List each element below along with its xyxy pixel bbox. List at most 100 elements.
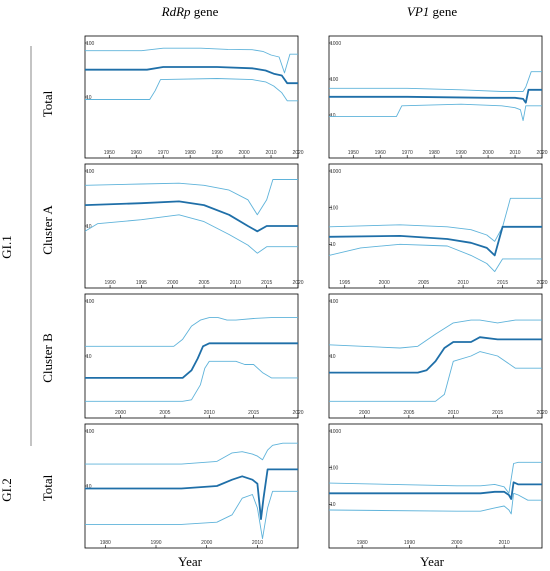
group-label-gi2: GI.2 xyxy=(0,478,14,501)
x-tick-label: 2010 xyxy=(458,280,469,286)
x-tick-label: 1980 xyxy=(429,150,440,156)
x-tick-label: 2010 xyxy=(230,280,241,286)
x-tick-label: 1950 xyxy=(104,150,115,156)
series-line-upper xyxy=(84,179,298,216)
y-tick-label: 10 xyxy=(330,113,336,119)
y-tick-label: 10 xyxy=(330,242,336,248)
x-tick-label: 2005 xyxy=(159,410,170,416)
x-tick-label: 2005 xyxy=(198,280,209,286)
x-tick-label: 1990 xyxy=(456,150,467,156)
x-tick-label: 2010 xyxy=(509,150,520,156)
y-tick-label: 1000 xyxy=(330,169,341,175)
plot-frame xyxy=(328,293,543,419)
x-tick-label: 2020 xyxy=(536,410,547,416)
x-tick-label: 2005 xyxy=(418,280,429,286)
series-line-lower xyxy=(329,351,542,402)
series-line-upper xyxy=(328,319,542,349)
series-line-median xyxy=(85,66,298,85)
series-line-lower xyxy=(328,243,542,273)
series-line-median xyxy=(85,468,298,520)
x-tick-label: 1980 xyxy=(357,540,368,546)
chart-panel-rdrp-cluster-a: 10 100 1990 1995 2000 2005 2010 2015 2020 xyxy=(84,163,304,289)
x-tick-label: 1970 xyxy=(402,150,413,156)
x-tick-label: 2010 xyxy=(204,410,215,416)
series-line-median xyxy=(328,225,542,257)
series-line-upper xyxy=(85,47,298,74)
column-title-rdrp: RdRp gene xyxy=(161,4,219,19)
x-tick-label: 2000 xyxy=(115,410,126,416)
y-tick-label: 100 xyxy=(330,299,339,305)
chart-panel-vp1-gi1-total: 10 100 1000 1950 1960 1970 1980 1990 2000 2010 202… xyxy=(328,35,548,159)
plot-frame xyxy=(84,35,299,159)
y-tick-label: 10 xyxy=(86,354,92,360)
chart-panel-vp1-cluster-a: 10 100 1000 1995 2000 2005 2010 2015 2020 xyxy=(328,163,548,289)
x-tick-label: 1995 xyxy=(339,280,350,286)
x-tick-label: 2020 xyxy=(292,280,303,286)
y-tick-label: 100 xyxy=(330,205,339,211)
y-tick-label: 10 xyxy=(86,95,92,101)
x-tick-label: 2005 xyxy=(403,410,414,416)
x-tick-label: 2015 xyxy=(497,280,508,286)
chart-panel-vp1-gi2-total: 10 100 1000 1980 1990 2000 2010 xyxy=(328,423,543,549)
series-line-median xyxy=(84,200,298,233)
series-line-lower xyxy=(328,492,542,515)
x-tick-label: 1990 xyxy=(404,540,415,546)
x-tick-label: 2000 xyxy=(239,150,250,156)
x-tick-label: 1970 xyxy=(158,150,169,156)
y-tick-label: 100 xyxy=(86,429,95,435)
x-tick-label: 2015 xyxy=(492,410,503,416)
y-tick-label: 100 xyxy=(86,169,95,175)
series-line-upper xyxy=(85,317,298,347)
column-title-vp1: VP1 gene xyxy=(407,4,457,19)
x-tick-label: 2020 xyxy=(536,150,547,156)
x-axis-label-left: Year xyxy=(178,554,203,569)
chart-panel-vp1-cluster-b: 10 100 2000 2005 2010 2015 2020 xyxy=(328,293,548,419)
x-tick-label: 2010 xyxy=(499,540,510,546)
x-tick-label: 1960 xyxy=(375,150,386,156)
series-line-lower xyxy=(84,214,298,254)
y-tick-label: 1000 xyxy=(330,41,341,47)
series-line-median xyxy=(329,88,542,104)
x-tick-label: 1990 xyxy=(212,150,223,156)
x-tick-label: 1950 xyxy=(348,150,359,156)
row-label-total-gi2: Total xyxy=(40,474,55,501)
chart-panel-rdrp-gi1-total: 10 100 1950 1960 1970 1980 1990 2000 2010 2020 xyxy=(84,35,304,159)
x-tick-label: 2000 xyxy=(359,410,370,416)
y-tick-label: 100 xyxy=(86,41,95,47)
x-tick-label: 2010 xyxy=(252,540,263,546)
series-line-lower xyxy=(85,360,298,402)
series-line-upper xyxy=(328,197,542,242)
row-label-cluster-b: Cluster B xyxy=(40,333,55,383)
x-tick-label: 1980 xyxy=(100,540,111,546)
plot-frame xyxy=(328,423,543,549)
series-line-upper xyxy=(328,461,542,494)
series-line-median xyxy=(85,342,298,379)
y-tick-label: 10 xyxy=(86,484,92,490)
x-tick-label: 2000 xyxy=(379,280,390,286)
y-tick-label: 100 xyxy=(330,77,339,83)
y-tick-label: 10 xyxy=(86,224,92,230)
x-tick-label: 2015 xyxy=(261,280,272,286)
row-label-cluster-a: Cluster A xyxy=(40,205,55,255)
x-tick-label: 2010 xyxy=(265,150,276,156)
row-label-total-gi1: Total xyxy=(40,90,55,117)
series-line-upper xyxy=(85,442,298,465)
y-tick-label: 10 xyxy=(330,354,336,360)
series-line-median xyxy=(329,481,542,500)
series-line-lower xyxy=(329,103,542,122)
y-tick-label: 1000 xyxy=(330,429,341,435)
x-tick-label: 2000 xyxy=(451,540,462,546)
series-line-upper xyxy=(329,71,542,92)
x-tick-label: 2010 xyxy=(448,410,459,416)
chart-panel-rdrp-cluster-b: 10 100 2000 2005 2010 2015 2020 xyxy=(84,293,304,419)
group-label-gi1: GI.1 xyxy=(0,235,14,258)
x-tick-label: 2000 xyxy=(167,280,178,286)
x-tick-label: 2000 xyxy=(201,540,212,546)
x-tick-label: 1960 xyxy=(131,150,142,156)
x-tick-label: 2020 xyxy=(536,280,547,286)
x-tick-label: 2020 xyxy=(292,410,303,416)
x-tick-label: 2020 xyxy=(292,150,303,156)
y-tick-label: 10 xyxy=(330,502,336,508)
